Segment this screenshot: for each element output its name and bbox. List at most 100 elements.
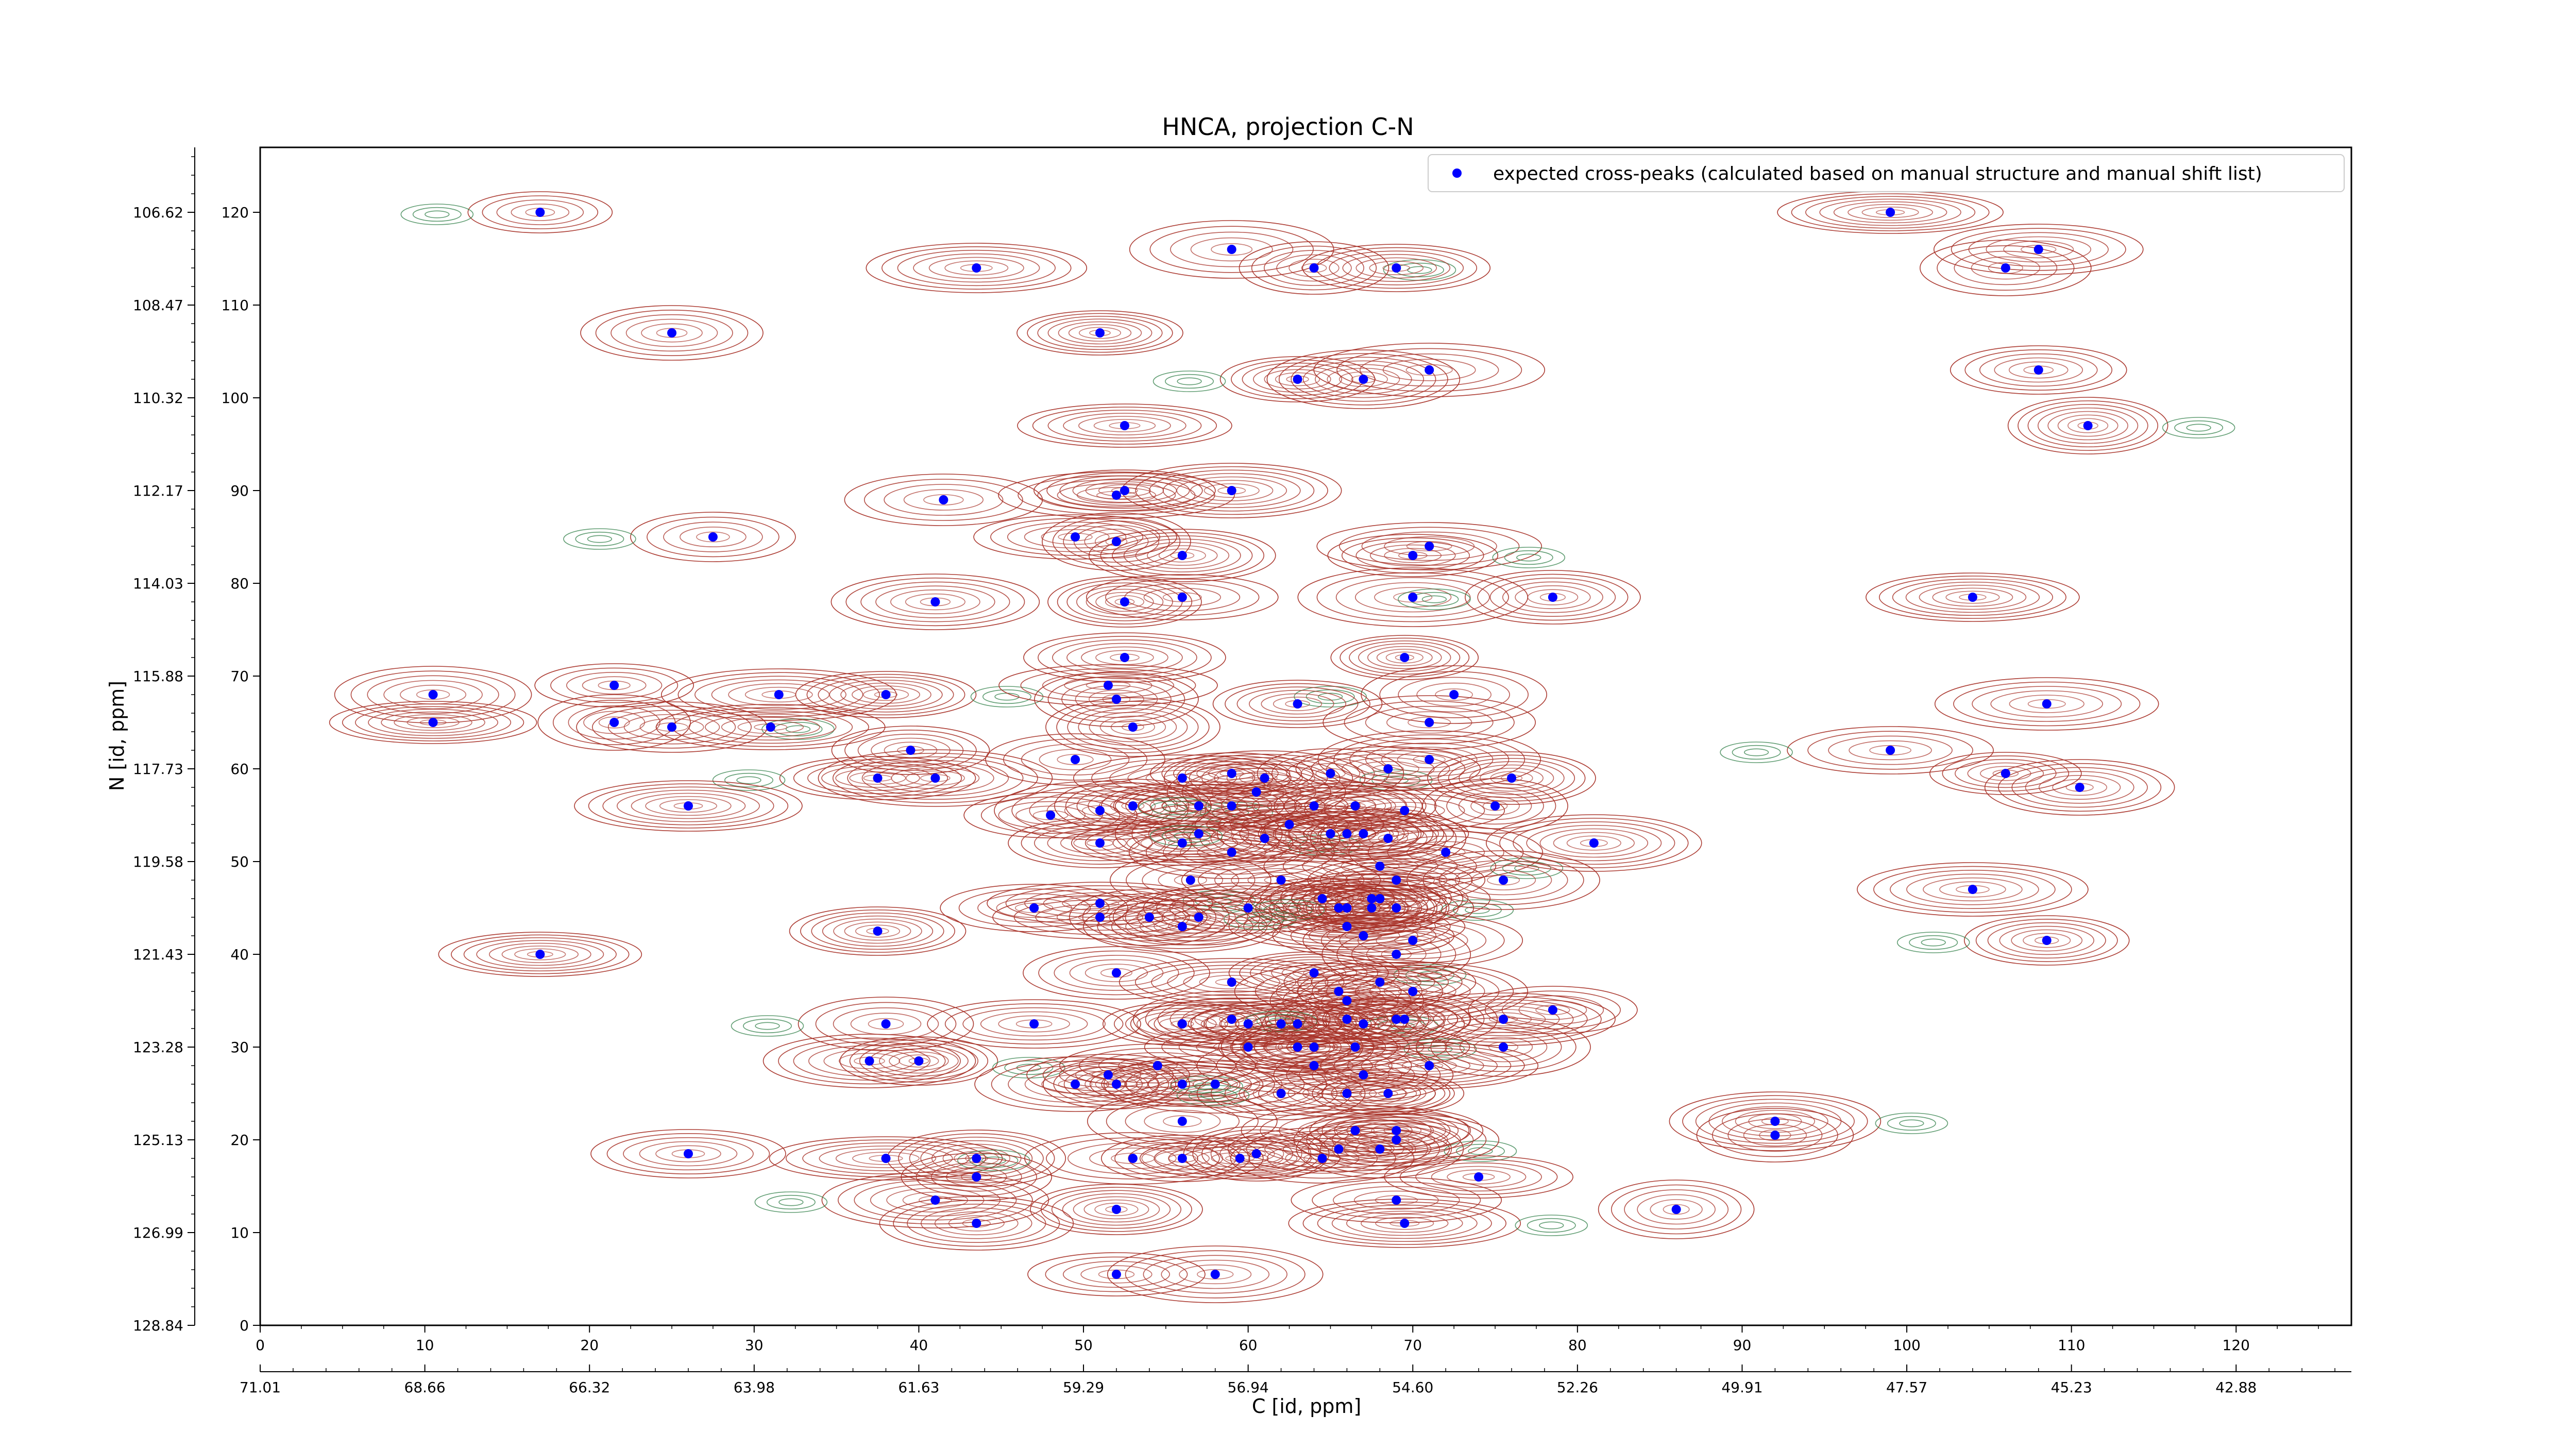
cross-peak-marker bbox=[1671, 1205, 1681, 1214]
contour-ring bbox=[1306, 1116, 1487, 1164]
negative-contour-ring bbox=[1165, 374, 1214, 389]
y-index-tick-label: 110 bbox=[222, 297, 249, 314]
contour-ring bbox=[1211, 1152, 1269, 1165]
contour-ring bbox=[711, 679, 846, 710]
cross-peak-marker bbox=[1227, 1015, 1236, 1024]
contour-ring bbox=[1663, 1204, 1690, 1215]
contour-ring bbox=[1319, 1119, 1474, 1160]
cross-peak-marker bbox=[1317, 894, 1327, 903]
contour-ring bbox=[1297, 962, 1529, 1021]
contour-ring bbox=[1321, 1074, 1455, 1113]
contour-ring bbox=[550, 667, 679, 703]
negative-contour-ring bbox=[1421, 595, 1447, 603]
cross-peak-marker bbox=[1235, 1154, 1245, 1163]
contour-ring bbox=[1367, 830, 1524, 874]
contour-ring bbox=[819, 1145, 953, 1171]
contour-ring bbox=[1085, 481, 1164, 500]
contour-ring bbox=[1313, 343, 1546, 397]
contour-ring bbox=[1381, 747, 1478, 772]
y-index-tick-label: 90 bbox=[230, 482, 249, 499]
contour-ring bbox=[595, 310, 749, 356]
contour-ring bbox=[606, 1133, 770, 1174]
negative-contour-ring bbox=[1444, 1140, 1517, 1162]
contour-ring bbox=[832, 753, 1038, 803]
contour-ring bbox=[907, 1204, 1046, 1243]
contour-ring bbox=[1906, 873, 2039, 905]
contour-ring bbox=[1388, 1056, 1471, 1075]
contour-ring bbox=[1433, 1002, 1574, 1036]
contour-ring bbox=[1302, 360, 1425, 398]
contour-ring bbox=[962, 1007, 1106, 1041]
x-ppm-tick-label: 42.88 bbox=[2215, 1379, 2257, 1396]
negative-contour-ring bbox=[982, 689, 1031, 704]
contour-ring bbox=[2003, 240, 2074, 259]
contour-ring bbox=[1359, 1085, 1417, 1102]
contour-ring bbox=[623, 1137, 754, 1171]
cross-peak-marker bbox=[1490, 801, 1500, 811]
x-ppm-tick-label: 66.32 bbox=[569, 1379, 610, 1396]
negative-contour-ring bbox=[743, 1018, 792, 1034]
negative-contour-ring bbox=[1539, 1221, 1564, 1229]
legend-label: expected cross-peaks (calculated based o… bbox=[1493, 163, 2262, 184]
contour-ring bbox=[1003, 738, 1148, 781]
contour-ring bbox=[1287, 1079, 1406, 1108]
cross-peak-marker bbox=[881, 1154, 891, 1163]
contour-ring bbox=[1264, 991, 1430, 1047]
negative-contour-ring bbox=[425, 210, 450, 218]
x-axis-label: C [id, ppm] bbox=[1252, 1395, 1361, 1418]
contour-ring bbox=[1458, 791, 1532, 820]
contour-ring bbox=[677, 672, 880, 717]
negative-contour-ring bbox=[1516, 553, 1541, 562]
contour-ring bbox=[1998, 763, 2162, 812]
contour-ring bbox=[1805, 196, 1976, 229]
contour-ring bbox=[1624, 1189, 1729, 1229]
contour-ring bbox=[1833, 201, 1947, 224]
cross-peak-marker bbox=[1111, 1080, 1121, 1089]
contour-ring bbox=[1204, 1005, 1392, 1042]
cross-peak-marker bbox=[2042, 699, 2052, 709]
contour-ring bbox=[839, 1036, 998, 1086]
contour-ring bbox=[1361, 1214, 1449, 1233]
contour-ring bbox=[1669, 1091, 1882, 1151]
contour-ring bbox=[1105, 595, 1144, 609]
contour-ring bbox=[948, 1215, 1005, 1232]
cross-peak-marker bbox=[1128, 801, 1138, 811]
contour-ring bbox=[1459, 1032, 1548, 1063]
cross-peak-marker bbox=[1111, 491, 1121, 500]
cross-peak-marker bbox=[906, 746, 916, 755]
contour-ring bbox=[1042, 672, 1174, 698]
negative-contour-ring bbox=[2162, 417, 2235, 439]
contour-ring bbox=[1454, 865, 1552, 896]
contour-ring bbox=[1208, 898, 1288, 918]
contour-ring bbox=[737, 720, 804, 734]
negative-contour-ring bbox=[1887, 1116, 1936, 1131]
cross-peak-marker bbox=[1284, 820, 1294, 829]
contour-ring bbox=[1807, 731, 1973, 770]
contour-ring bbox=[980, 1011, 1088, 1037]
cross-peak-marker bbox=[1589, 838, 1599, 848]
negative-contour-ring bbox=[400, 204, 474, 225]
contour-ring bbox=[566, 672, 663, 699]
x-index-tick-label: 100 bbox=[1893, 1337, 1920, 1354]
contour-ring bbox=[1239, 811, 1422, 857]
contour-ring bbox=[1086, 574, 1279, 620]
contour-ring bbox=[1230, 1133, 1415, 1184]
negative-contour-ring bbox=[1743, 748, 1769, 756]
contour-ring bbox=[1086, 588, 1164, 615]
contour-ring bbox=[1399, 1159, 1558, 1195]
contour-ring bbox=[1340, 637, 1470, 678]
contour-ring bbox=[778, 1037, 961, 1085]
contour-ring bbox=[1422, 778, 1568, 834]
contour-ring bbox=[367, 675, 499, 714]
cross-peak-marker bbox=[1499, 1015, 1509, 1024]
cross-peak-marker bbox=[1392, 263, 1401, 273]
contour-ring bbox=[1386, 711, 1472, 734]
contour-ring bbox=[617, 789, 760, 822]
negative-contour-ring bbox=[778, 1198, 804, 1206]
contour-ring bbox=[1281, 964, 1347, 982]
contour-ring bbox=[1212, 680, 1383, 728]
contour-ring bbox=[1078, 327, 1122, 339]
cross-peak-marker bbox=[1770, 1117, 1780, 1126]
cross-peak-marker bbox=[1392, 950, 1401, 959]
contour-ring bbox=[1333, 734, 1526, 785]
